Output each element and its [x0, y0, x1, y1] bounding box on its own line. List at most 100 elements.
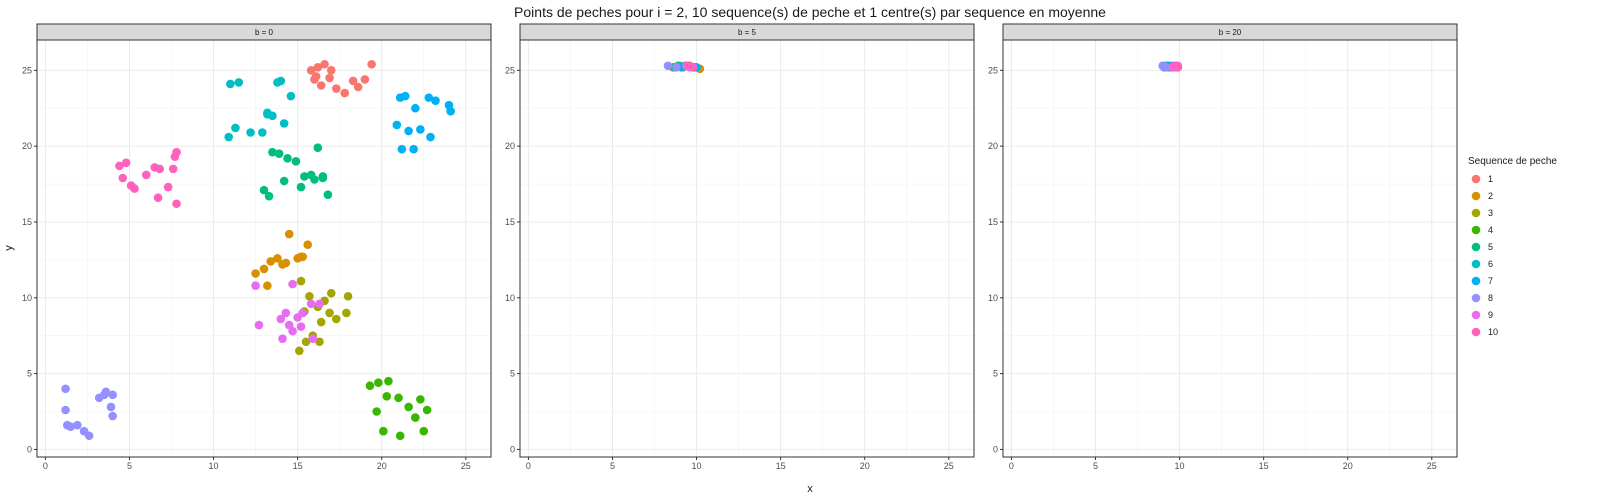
y-tick-label: 5 — [510, 369, 515, 379]
x-tick-label: 20 — [860, 461, 870, 471]
facet-strip — [36, 23, 492, 41]
x-tick-label: 0 — [1009, 461, 1014, 471]
data-point-seq-8 — [99, 390, 109, 400]
data-point-seq-7 — [400, 91, 410, 101]
y-tick-label: 10 — [505, 293, 515, 303]
data-point-seq-3 — [316, 317, 326, 327]
data-point-seq-4 — [372, 407, 381, 416]
data-point-seq-3 — [315, 337, 324, 347]
data-point-seq-7 — [404, 126, 413, 136]
data-point-seq-5 — [268, 147, 277, 157]
legend-label: 8 — [1488, 293, 1493, 303]
data-point-seq-10 — [1173, 62, 1183, 72]
data-point-seq-9 — [284, 320, 294, 330]
data-point-seq-2 — [278, 260, 287, 269]
data-point-seq-4 — [382, 392, 392, 401]
data-point-seq-5 — [296, 182, 306, 192]
legend-label: 7 — [1488, 276, 1493, 286]
data-point-seq-10 — [168, 164, 178, 174]
data-point-seq-5 — [274, 149, 284, 159]
data-point-seq-9 — [296, 322, 306, 331]
data-point-seq-5 — [306, 170, 316, 180]
data-point-seq-1 — [320, 59, 329, 69]
y-tick-label: 5 — [27, 369, 32, 379]
data-point-seq-8 — [672, 62, 681, 72]
legend-key-5 — [1471, 242, 1481, 252]
data-point-seq-2 — [273, 254, 282, 263]
data-point-seq-2 — [263, 281, 272, 290]
data-point-seq-1 — [332, 84, 341, 93]
data-point-seq-6 — [231, 123, 240, 133]
data-point-seq-5 — [259, 185, 269, 195]
data-point-seq-10 — [688, 62, 698, 72]
data-point-seq-1 — [325, 73, 334, 83]
data-point-seq-3 — [325, 308, 334, 318]
data-point-seq-3 — [343, 291, 353, 301]
data-point-seq-4 — [411, 413, 420, 422]
legend-key-2 — [1471, 191, 1481, 201]
x-tick-label: 25 — [944, 461, 954, 471]
data-point-seq-7 — [392, 120, 402, 130]
facet-strip-label: b = 20 — [1219, 28, 1242, 37]
legend: Sequence de peche 1 2 3 4 5 6 7 8 9 10 — [1468, 156, 1557, 337]
data-point-seq-7 — [426, 132, 435, 142]
data-point-seq-8 — [66, 422, 75, 431]
y-tick-label: 15 — [22, 217, 32, 227]
x-tick-label: 10 — [692, 461, 702, 471]
data-point-seq-5 — [313, 143, 323, 152]
data-point-seq-6 — [234, 78, 244, 87]
data-point-seq-1 — [367, 59, 376, 69]
legend-label: 1 — [1488, 174, 1493, 184]
data-point-seq-4 — [422, 405, 432, 415]
data-point-seq-9 — [306, 299, 316, 309]
y-tick-label: 0 — [27, 444, 32, 454]
data-point-seq-10 — [153, 193, 163, 203]
chart-title: Points de peches pour i = 2, 10 sequence… — [514, 4, 1106, 20]
y-tick-label: 0 — [510, 444, 515, 454]
data-point-seq-8 — [61, 405, 70, 415]
y-tick-label: 10 — [988, 293, 998, 303]
data-point-seq-5 — [318, 173, 328, 183]
plot-background — [1003, 40, 1457, 457]
data-point-seq-7 — [431, 96, 440, 105]
data-point-seq-1 — [360, 75, 370, 84]
legend-label: 2 — [1488, 191, 1493, 201]
data-point-seq-6 — [258, 128, 267, 137]
data-point-seq-6 — [246, 128, 255, 137]
data-point-seq-4 — [374, 378, 383, 387]
facet-panel: b = 20 0 5 10 15 20 25 0 5 10 15 20 25 — [988, 23, 1458, 471]
data-point-seq-2 — [284, 229, 294, 239]
x-tick-label: 25 — [461, 461, 471, 471]
y-tick-label: 0 — [993, 444, 998, 454]
facet-strip — [519, 23, 975, 41]
x-tick-label: 20 — [377, 461, 387, 471]
x-tick-label: 10 — [1175, 461, 1185, 471]
plot-background — [520, 40, 974, 457]
data-point-seq-9 — [308, 334, 318, 344]
data-point-seq-9 — [288, 279, 297, 289]
y-tick-label: 20 — [988, 141, 998, 151]
data-point-seq-8 — [84, 431, 94, 441]
legend-key-10 — [1471, 327, 1481, 337]
data-point-seq-10 — [115, 161, 124, 171]
data-point-seq-5 — [283, 153, 292, 163]
y-tick-label: 15 — [505, 217, 515, 227]
data-point-seq-2 — [251, 269, 260, 278]
y-tick-label: 20 — [505, 141, 515, 151]
data-point-seq-6 — [286, 91, 296, 101]
data-point-seq-9 — [251, 281, 260, 290]
data-point-seq-7 — [416, 125, 425, 134]
data-point-seq-2 — [266, 257, 276, 266]
data-point-seq-10 — [155, 164, 165, 174]
data-point-seq-10 — [121, 158, 131, 168]
data-point-seq-7 — [446, 106, 455, 116]
facet-panel: b = 5 0 5 10 15 20 25 0 5 10 15 20 25 — [505, 23, 975, 471]
data-point-seq-4 — [404, 402, 413, 412]
y-tick-label: 10 — [22, 293, 32, 303]
data-point-seq-10 — [130, 184, 139, 193]
data-point-seq-8 — [73, 420, 82, 430]
legend-label: 6 — [1488, 259, 1493, 269]
data-point-seq-7 — [424, 93, 434, 102]
data-point-seq-7 — [409, 144, 418, 154]
facet-strip — [1002, 23, 1458, 41]
